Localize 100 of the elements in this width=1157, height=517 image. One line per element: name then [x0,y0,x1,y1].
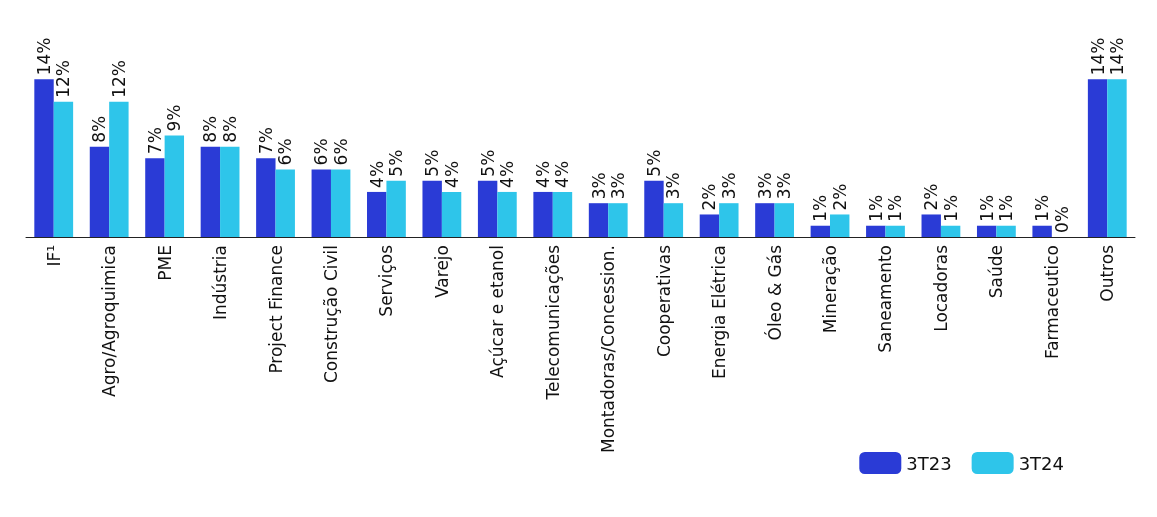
data-label: 6% [330,138,351,166]
data-label: 8% [89,115,110,143]
x-tick-label: Saúde [986,245,1007,299]
bar [386,180,406,237]
bar [311,169,331,237]
x-tick-label: Indústria [210,245,231,321]
bar [275,169,295,237]
bar [588,203,609,237]
data-label: 14% [34,37,55,76]
data-label: 0% [1051,206,1072,233]
data-label: 5% [386,149,407,177]
data-label: 2% [699,183,720,211]
data-label: 14% [1087,37,1108,76]
data-label: 1% [810,194,831,222]
data-label: 3% [663,172,684,200]
bar [1087,79,1108,237]
bar [830,214,850,237]
bar [1032,225,1052,237]
x-tick-label: PME [154,245,175,281]
data-label: 4% [366,160,387,188]
data-label: 1% [865,194,886,222]
data-label: 5% [477,149,498,177]
data-label: 12% [53,60,74,98]
legend-label: 3T23 [906,452,952,474]
bar [940,225,961,237]
bar [699,214,720,237]
bar [644,180,664,237]
bar [810,225,831,237]
data-label: 6% [311,138,332,166]
bar [533,191,553,237]
data-label: 2% [829,183,850,211]
bar [996,225,1016,237]
bar [719,203,739,237]
data-label: 5% [422,149,443,177]
bar [921,214,941,237]
bar [866,225,886,237]
bar [220,146,240,237]
x-tick-label: Cooperativas [653,244,674,358]
data-label: 1% [1032,194,1053,222]
data-label: 2% [921,183,942,211]
bar [145,158,165,237]
data-label: 1% [940,194,961,222]
bar [774,203,794,237]
data-label: 5% [643,149,664,177]
bar [330,169,351,237]
bar [164,135,185,237]
bar [608,203,628,237]
data-label: 3% [774,172,795,200]
x-tick-label: Óleo & Gás [763,244,785,341]
bar [89,146,110,237]
x-tick-label: Project Finance [265,245,286,374]
bar [53,101,74,237]
bar [552,191,573,237]
bar [755,203,775,237]
legend-label: 3T24 [1018,452,1065,474]
bar [976,225,997,237]
data-label: 7% [255,127,276,155]
x-tick-label: Construção Civil [320,245,341,384]
data-label: 14% [1106,37,1127,76]
bar [885,225,905,237]
bar [367,191,387,237]
data-label: 9% [164,104,185,132]
bar [256,158,276,237]
bar [200,146,221,237]
x-tick-label: Montadoras/Concession. [598,245,619,453]
data-label: 1% [976,194,997,222]
x-tick-label: Açúcar e etanol [487,245,508,378]
data-label: 4% [552,160,573,188]
bar [663,203,684,237]
x-tick-label: Telecomunicações [542,244,563,401]
x-tick-label: Saneamento [875,245,896,353]
data-label: 7% [144,127,165,155]
bar [477,180,498,237]
data-label: 4% [497,160,518,188]
data-label: 3% [607,172,628,200]
data-label: 8% [219,115,240,143]
x-tick-label: Varejo [431,245,452,298]
bar [497,191,517,237]
data-label: 12% [108,60,129,98]
x-tick-label: Outros [1097,244,1118,302]
bar [34,79,54,237]
x-tick-label: Farmaceutico [1041,245,1062,360]
data-label: 3% [588,172,609,200]
data-label: 1% [885,194,906,222]
data-label: 1% [996,194,1017,222]
bar [109,101,129,237]
data-label: 6% [275,138,296,166]
data-label: 4% [533,160,554,188]
data-label: 3% [754,172,775,200]
x-tick-label: Energia Elétrica [709,245,730,380]
x-tick-label: IF¹ [43,245,64,267]
x-tick-label: Mineração [820,245,841,334]
x-tick-label: Locadoras [930,244,951,332]
x-tick-label: Serviços [376,244,397,317]
bar [1107,79,1127,237]
data-label: 3% [718,172,739,200]
bar [422,180,442,237]
data-label: 4% [441,160,462,188]
data-label: 8% [200,115,221,143]
x-tick-label: Agro/Agroquimica [99,245,120,397]
